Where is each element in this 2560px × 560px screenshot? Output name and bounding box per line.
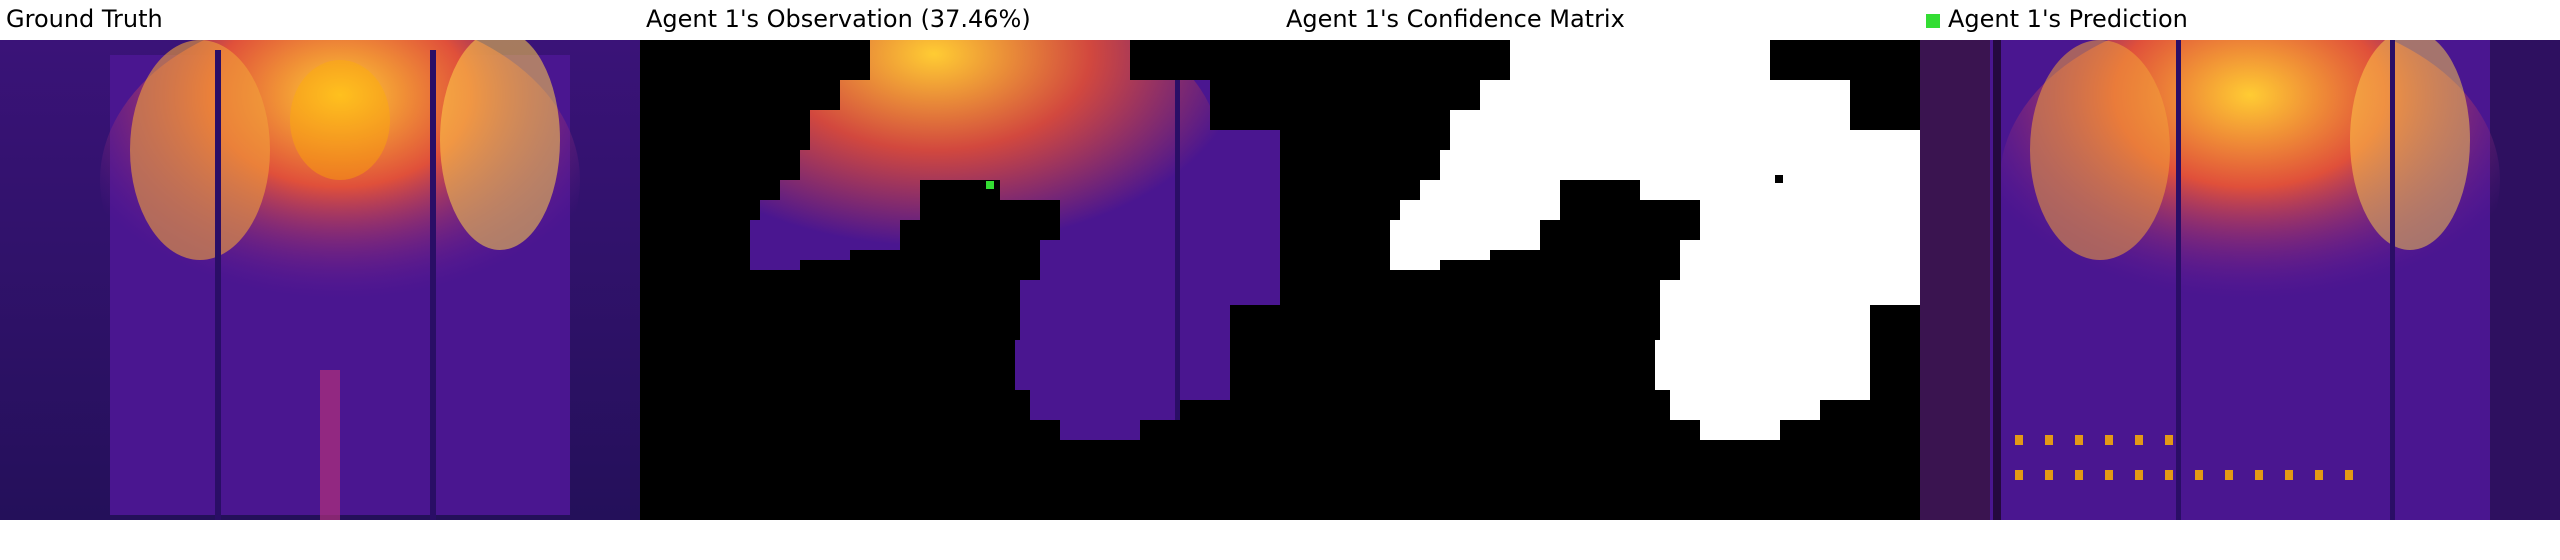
panel-title-text: Agent 1's Prediction	[1948, 5, 2188, 33]
panel-observation: Agent 1's Observation (37.46%)	[640, 0, 1280, 560]
prediction-image	[1920, 40, 2560, 520]
panel-title-text: Ground Truth	[6, 5, 163, 33]
panel-prediction: Agent 1's Prediction	[1920, 0, 2560, 560]
panel-title-text: Agent 1's Confidence Matrix	[1286, 5, 1625, 33]
agent-marker	[986, 181, 994, 189]
agent-legend-marker	[1926, 14, 1940, 28]
confidence-matrix-image	[1280, 40, 1920, 520]
ground-truth-image	[0, 40, 640, 520]
observation-image	[640, 40, 1280, 520]
panel-ground-truth: Ground Truth	[0, 0, 640, 560]
panel-title-text: Agent 1's Observation (37.46%)	[646, 5, 1031, 33]
panel-title: Agent 1's Confidence Matrix	[1286, 4, 1625, 34]
panel-title: Agent 1's Prediction	[1926, 4, 2188, 34]
panel-confidence-matrix: Agent 1's Confidence Matrix	[1280, 0, 1920, 560]
panel-title: Agent 1's Observation (37.46%)	[646, 4, 1031, 34]
panel-title: Ground Truth	[6, 4, 163, 34]
